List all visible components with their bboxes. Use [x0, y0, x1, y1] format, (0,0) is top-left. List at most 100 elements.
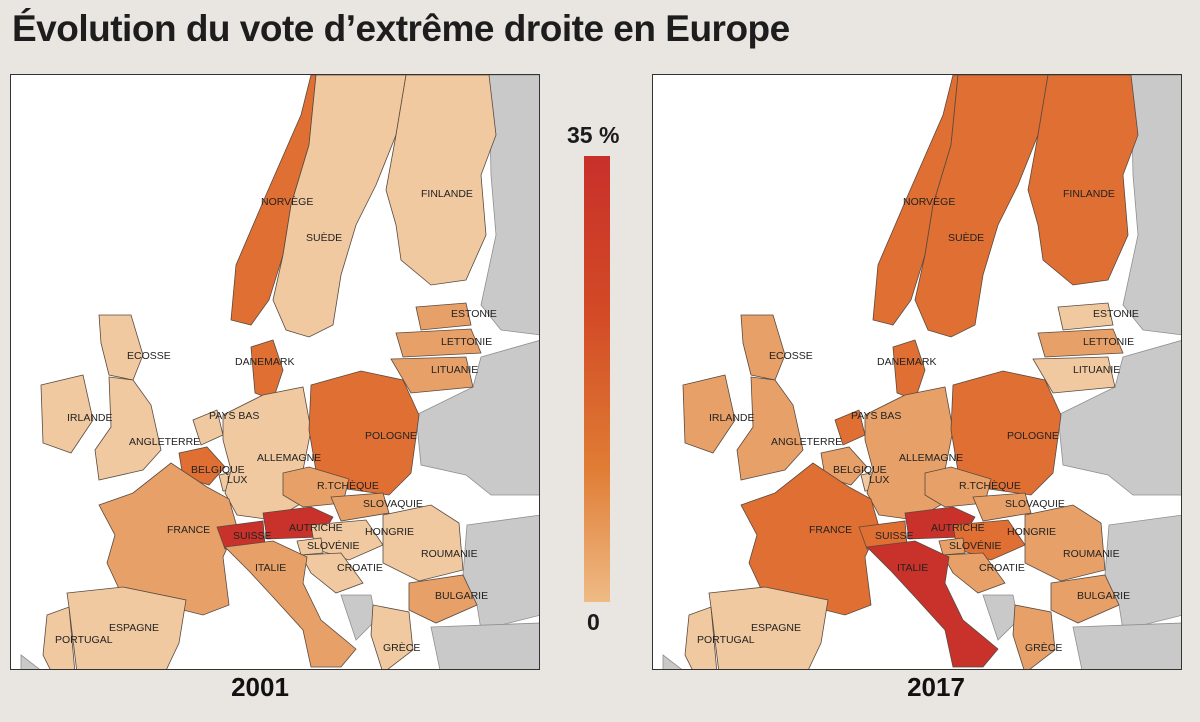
country-label-lituanie: LITUANIE: [1073, 364, 1120, 376]
country-finlande: [1027, 75, 1139, 286]
country-label-italie: ITALIE: [897, 562, 928, 574]
country-label-slovaquie: SLOVAQUIE: [1005, 498, 1065, 510]
country-label-bulgarie: BULGARIE: [435, 590, 488, 602]
country-pologne: [308, 370, 420, 496]
country-label-norvege: NORVÈGE: [261, 195, 313, 208]
country-label-espagne: ESPAGNE: [109, 622, 159, 634]
country-label-autriche: AUTRICHE: [931, 522, 985, 534]
legend-min-label: 0: [587, 609, 600, 635]
country-label-lettonie: LETTONIE: [441, 336, 492, 348]
country-france: [98, 462, 238, 616]
country-label-danemark: DANEMARK: [877, 356, 937, 368]
country-label-rtcheque: R.TCHÈQUE: [317, 479, 379, 492]
non-eu-country: [462, 514, 539, 631]
country-lituanie: [1032, 356, 1116, 394]
country-lettonie: [1037, 328, 1124, 358]
country-label-lettonie: LETTONIE: [1083, 336, 1134, 348]
country-label-roumanie: ROUMANIE: [421, 548, 478, 560]
page-title: Évolution du vote d’extrême droite en Eu…: [12, 8, 790, 49]
country-label-rtcheque: R.TCHÈQUE: [959, 479, 1021, 492]
country-label-belgique: BELGIQUE: [833, 464, 887, 476]
country-label-suede: SUÈDE: [948, 231, 984, 244]
country-label-norvege: NORVÈGE: [903, 195, 955, 208]
country-italie: [224, 540, 357, 668]
non-eu-country: [662, 654, 682, 669]
country-label-ecosse: ECOSSE: [769, 350, 813, 362]
country-lituanie: [390, 356, 474, 394]
non-eu-country: [480, 75, 539, 336]
country-slovaquie: [972, 492, 1032, 522]
country-label-pays_bas: PAYS BAS: [209, 410, 259, 422]
country-espagne: [66, 586, 187, 669]
map-2017: NORVÈGE SUÈDE FINLANDE ESTONIE LETTONIE LITUA…: [652, 74, 1182, 670]
country-label-portugal: PORTUGAL: [55, 634, 113, 646]
country-ecosse: [740, 314, 786, 381]
country-bulgarie: [408, 574, 478, 624]
country-label-allemagne: ALLEMAGNE: [257, 452, 321, 464]
country-espagne: [708, 586, 829, 669]
country-angleterre: [94, 376, 162, 481]
country-ecosse: [98, 314, 144, 381]
country-danemark: [892, 339, 926, 401]
non-eu-country: [1104, 514, 1181, 631]
country-italie: [866, 540, 999, 668]
country-slovenie: [296, 537, 324, 556]
country-label-pologne: POLOGNE: [1007, 430, 1059, 442]
non-eu-country: [415, 340, 539, 496]
country-label-suisse: SUISSE: [875, 530, 914, 542]
country-label-ecosse: ECOSSE: [127, 350, 171, 362]
country-label-france: FRANCE: [809, 524, 852, 536]
country-label-hongrie: HONGRIE: [1007, 526, 1056, 538]
country-label-angleterre: ANGLETERRE: [771, 436, 842, 448]
europe-map: NORVÈGE SUÈDE FINLANDE ESTONIE LETTONIE LITUA…: [662, 75, 1181, 669]
map-year-2017: 2017: [907, 672, 965, 702]
country-label-danemark: DANEMARK: [235, 356, 295, 368]
country-label-irlande: IRLANDE: [67, 412, 113, 424]
country-label-slovenie: SLOVÉNIE: [307, 539, 360, 552]
map-2001: NORVÈGE SUÈDE FINLANDE ESTONIE LETTONIE LITUA…: [10, 74, 540, 670]
country-danemark: [250, 339, 284, 401]
country-irlande: [40, 374, 94, 454]
country-label-grece: GRÈCE: [383, 641, 420, 654]
country-label-estonie: ESTONIE: [1093, 308, 1139, 320]
country-label-suisse: SUISSE: [233, 530, 272, 542]
country-portugal: [684, 606, 718, 669]
country-label-espagne: ESPAGNE: [751, 622, 801, 634]
country-label-autriche: AUTRICHE: [289, 522, 343, 534]
country-label-finlande: FINLANDE: [421, 188, 473, 200]
country-label-france: FRANCE: [167, 524, 210, 536]
country-irlande: [682, 374, 736, 454]
country-croatie: [942, 552, 1006, 594]
legend-color-scale: [584, 156, 610, 602]
country-label-portugal: PORTUGAL: [697, 634, 755, 646]
country-label-belgique: BELGIQUE: [191, 464, 245, 476]
country-label-pologne: POLOGNE: [365, 430, 417, 442]
country-label-allemagne: ALLEMAGNE: [899, 452, 963, 464]
country-estonie: [415, 302, 472, 331]
country-roumanie: [1024, 504, 1106, 582]
europe-map: NORVÈGE SUÈDE FINLANDE ESTONIE LETTONIE LITUA…: [20, 75, 539, 669]
country-label-lux: LUX: [869, 474, 889, 486]
country-label-italie: ITALIE: [255, 562, 286, 574]
country-label-croatie: CROATIE: [337, 562, 383, 574]
country-label-angleterre: ANGLETERRE: [129, 436, 200, 448]
country-label-finlande: FINLANDE: [1063, 188, 1115, 200]
country-finlande: [385, 75, 497, 286]
country-grece: [370, 604, 414, 669]
country-bulgarie: [1050, 574, 1120, 624]
country-label-slovenie: SLOVÉNIE: [949, 539, 1002, 552]
country-label-slovaquie: SLOVAQUIE: [363, 498, 423, 510]
country-slovenie: [938, 537, 966, 556]
country-roumanie: [382, 504, 464, 582]
non-eu-country: [1122, 75, 1181, 336]
country-estonie: [1057, 302, 1114, 331]
country-france: [740, 462, 880, 616]
country-croatie: [300, 552, 364, 594]
country-suede: [272, 75, 407, 338]
country-label-roumanie: ROUMANIE: [1063, 548, 1120, 560]
country-label-estonie: ESTONIE: [451, 308, 497, 320]
non-eu-country: [1072, 622, 1181, 669]
non-eu-country: [430, 622, 539, 669]
country-angleterre: [736, 376, 804, 481]
country-label-lux: LUX: [227, 474, 247, 486]
